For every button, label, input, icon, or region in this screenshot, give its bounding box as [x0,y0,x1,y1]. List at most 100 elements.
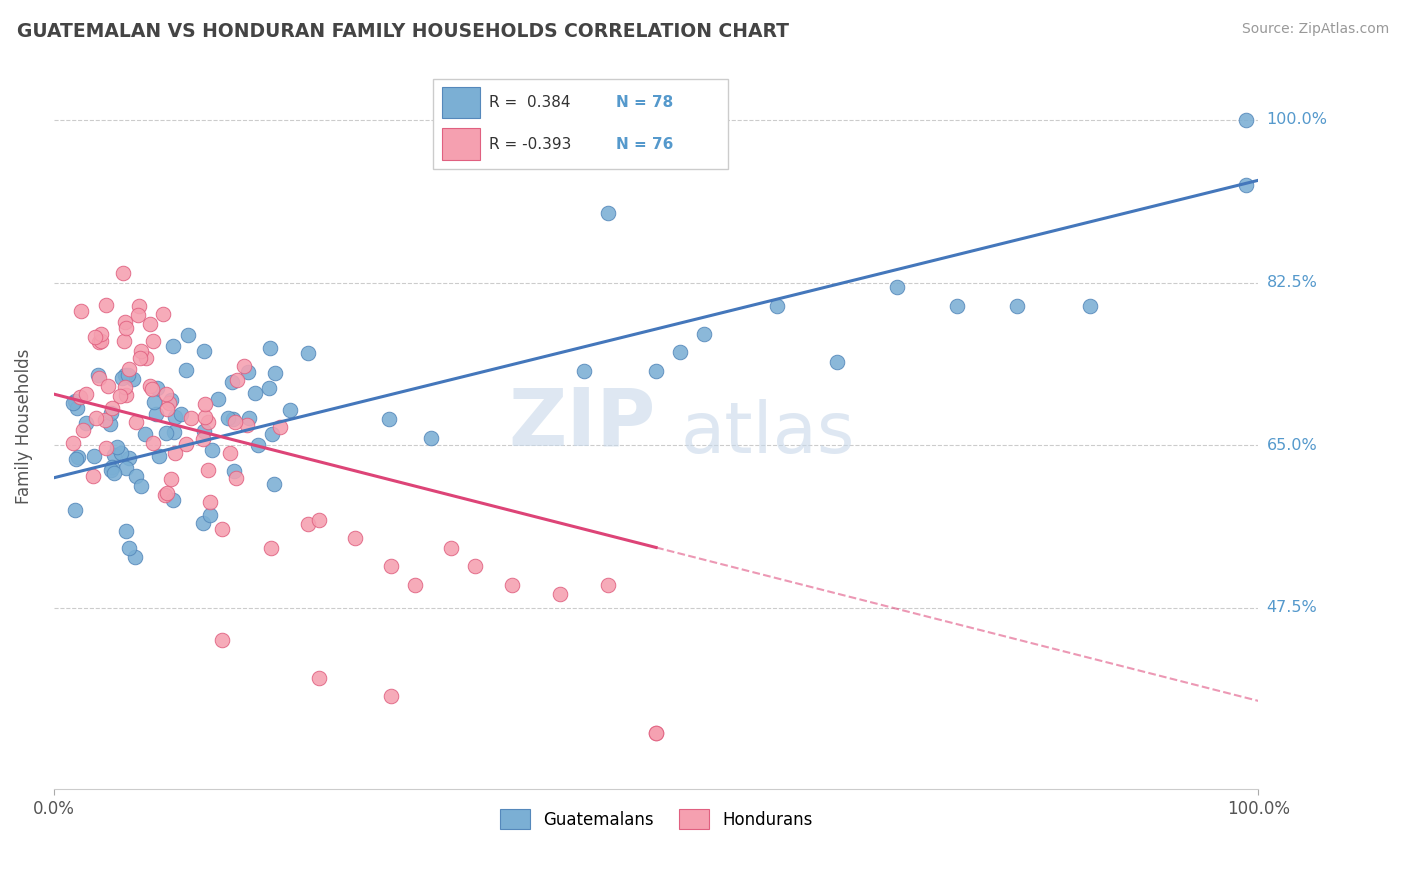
Point [143,395,166,409]
Point [62,396,84,410]
Point [464,559,486,574]
Point [114,460,136,475]
Point [238,410,260,425]
Point [645,726,668,740]
Point [440,541,463,555]
Point [197,415,219,429]
Point [225,471,247,485]
Text: ZIP: ZIP [509,384,657,462]
Point [825,354,848,368]
Point [193,432,215,446]
Point [420,431,443,445]
Point [127,308,149,322]
Point [211,633,233,648]
Point [194,409,217,424]
Y-axis label: Family Households: Family Households [15,349,32,504]
Legend: Guatemalans, Hondurans: Guatemalans, Hondurans [494,803,820,835]
Point [114,387,136,401]
Point [219,446,242,460]
Point [669,345,692,359]
Point [572,364,595,378]
Point [72,423,94,437]
Point [177,327,200,342]
Point [66,401,89,416]
Point [174,437,197,451]
Point [297,346,319,360]
Point [380,690,402,704]
Point [155,387,177,401]
Point [84,410,107,425]
Point [1078,299,1101,313]
Point [142,334,165,348]
Point [693,326,716,341]
Point [62,435,84,450]
Text: atlas: atlas [681,400,855,468]
Point [946,299,969,313]
Point [236,365,259,379]
Point [148,449,170,463]
Point [124,468,146,483]
Point [155,488,177,502]
Point [222,412,245,426]
Point [156,485,179,500]
Point [765,299,787,313]
Point [96,298,118,312]
Point [645,726,668,740]
Point [118,450,141,465]
Point [101,460,124,475]
Point [596,206,619,220]
Point [129,351,152,366]
Point [107,440,129,454]
Point [118,361,141,376]
Point [114,320,136,334]
Point [263,366,285,380]
Point [260,427,283,442]
Point [124,549,146,564]
Point [70,303,93,318]
Point [198,494,221,508]
Point [217,411,239,425]
Point [163,425,186,439]
Point [131,479,153,493]
Point [224,415,246,429]
Point [197,463,219,477]
Point [82,469,104,483]
Point [263,476,285,491]
Point [378,412,401,426]
Point [134,426,156,441]
Point [645,364,668,378]
Point [259,541,281,555]
Point [596,577,619,591]
Point [118,541,141,556]
Point [404,577,426,591]
Point [122,372,145,386]
Point [100,463,122,477]
Point [297,517,319,532]
Point [308,671,330,685]
Point [165,409,187,424]
Point [157,396,180,410]
Point [141,382,163,396]
Point [548,587,571,601]
Point [114,315,136,329]
Point [193,516,215,530]
Point [90,326,112,341]
Point [146,381,169,395]
Point [155,425,177,440]
Point [160,392,183,407]
Point [75,416,97,430]
Point [152,307,174,321]
Point [501,577,523,591]
Point [128,299,150,313]
Point [138,318,160,332]
Point [101,401,124,416]
Point [115,524,138,538]
Point [114,380,136,394]
Point [193,343,215,358]
Point [100,406,122,420]
Point [135,351,157,366]
Point [245,386,267,401]
Point [193,424,215,438]
Text: 65.0%: 65.0% [1267,438,1317,453]
Point [194,397,217,411]
